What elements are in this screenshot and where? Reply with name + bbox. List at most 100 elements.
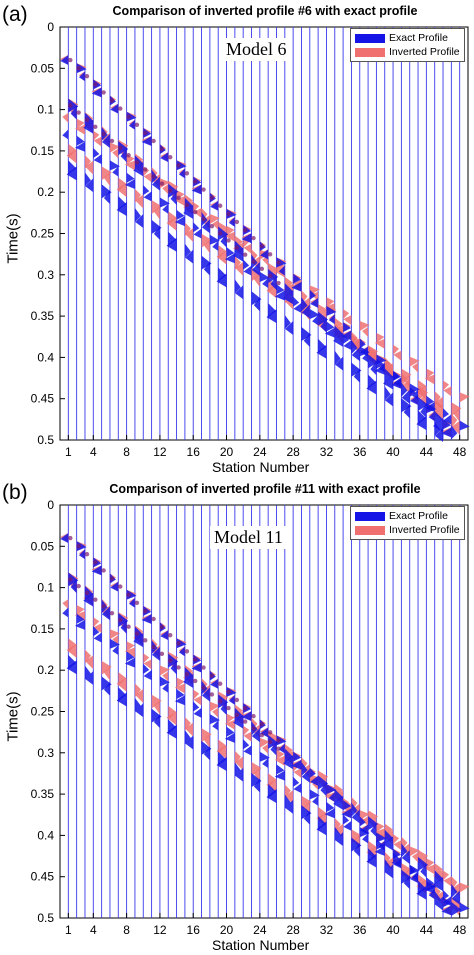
wavelet-mark [224, 719, 235, 730]
overlap-mark [151, 174, 156, 179]
wavelet-mark [76, 135, 85, 146]
wavelet-mark [60, 55, 69, 66]
wavelet-mark [203, 733, 210, 748]
wavelet-mark [309, 309, 320, 320]
wavelet-mark [218, 267, 227, 282]
wavelet-mark [293, 783, 302, 794]
x-tick-label: 32 [320, 445, 334, 459]
wavelet-mark [118, 141, 129, 156]
wavelet-mark [184, 717, 191, 732]
wavelet-mark [112, 635, 119, 646]
wavelet-mark [62, 129, 69, 140]
wavelet-mark [153, 205, 160, 220]
wavelet-mark [301, 326, 312, 341]
y-tick-label: 0.4 [37, 828, 54, 842]
overlap-mark [201, 187, 206, 192]
wavelet-mark [174, 216, 185, 227]
x-tick-label: 36 [353, 445, 367, 459]
wavelet-mark [301, 297, 308, 312]
wavelet-mark [333, 795, 344, 810]
y-tick-label: 0.25 [31, 705, 55, 719]
wavelet-mark [403, 404, 410, 419]
wavelet-mark [359, 827, 370, 838]
wavelet-mark [118, 612, 129, 627]
wavelet-mark [185, 249, 194, 264]
wavelet-mark [70, 105, 77, 120]
overlap-mark [276, 746, 281, 751]
wavelet-mark [162, 682, 169, 693]
wavelet-mark [201, 740, 212, 755]
wavelet-mark [276, 764, 285, 775]
overlap-mark [184, 171, 190, 176]
legend-swatch-inverted [355, 525, 385, 535]
wavelet-mark [284, 794, 291, 809]
wavelet-mark [74, 619, 85, 630]
wavelet-mark [74, 124, 85, 135]
wavelet-mark [376, 832, 387, 843]
wavelet-mark [160, 152, 169, 163]
overlap-mark [84, 117, 90, 122]
wavelet-mark [276, 735, 287, 746]
legend-entry-inverted: Inverted Profile [355, 523, 460, 537]
wavelet-mark [209, 234, 220, 245]
wavelet-mark [251, 773, 262, 788]
x-tick-label: 8 [123, 445, 130, 459]
overlap-mark [93, 82, 98, 87]
overlap-mark [251, 259, 256, 264]
wavelet-mark [326, 305, 337, 316]
wavelet-mark [76, 613, 85, 624]
x-tick-label: 24 [253, 445, 267, 459]
wavelet-mark [343, 800, 352, 811]
wavelet-mark [412, 389, 419, 400]
wavelet-mark [412, 871, 419, 882]
wavelet-mark [251, 728, 260, 743]
overlap-mark [143, 130, 148, 136]
wavelet-mark [328, 792, 335, 803]
wavelet-mark [284, 784, 291, 799]
wavelet-mark [66, 166, 77, 181]
wavelet-mark [103, 681, 110, 696]
wavelet-mark [174, 683, 185, 694]
wavelet-mark [60, 533, 69, 544]
overlap-mark [193, 657, 198, 662]
wavelet-mark [251, 261, 260, 276]
overlap-mark [151, 644, 156, 650]
wavelet-mark [312, 291, 319, 302]
overlap-mark [159, 181, 165, 186]
wavelet-mark [268, 268, 279, 283]
overlap-mark [118, 617, 123, 623]
wavelet-mark [420, 863, 427, 878]
x-axis-label: Station Number [212, 937, 310, 953]
wavelet-mark [310, 775, 319, 786]
wavelet-mark [374, 845, 385, 856]
wavelet-mark [262, 758, 269, 769]
x-tick-label: 12 [153, 923, 167, 937]
wavelet-mark [128, 597, 135, 608]
wavelet-mark [401, 389, 410, 404]
wavelet-mark [274, 755, 285, 766]
wavelet-mark [134, 188, 141, 203]
wavelet-mark [151, 219, 162, 234]
wavelet-mark [159, 197, 170, 208]
wavelet-mark [93, 617, 100, 628]
overlap-mark [176, 641, 181, 646]
wavelet-mark [101, 676, 112, 691]
wavelet-mark [210, 200, 219, 211]
overlap-mark [201, 685, 206, 690]
legend: Exact Profile Inverted Profile [350, 28, 465, 62]
wavelet-mark [83, 592, 94, 607]
wavelet-mark [318, 775, 329, 790]
wavelet-mark [316, 344, 327, 359]
wavelet-mark [93, 147, 100, 158]
wavelet-mark [170, 660, 177, 675]
wavelet-mark [353, 842, 360, 857]
wavelet-mark [174, 695, 185, 706]
wavelet-mark [151, 708, 162, 723]
wavelet-mark [459, 902, 470, 913]
wavelet-mark [124, 647, 135, 658]
overlap-mark [109, 576, 115, 581]
x-tick-label: 1 [65, 923, 72, 937]
wavelet-mark [176, 688, 185, 699]
wavelet-mark [68, 160, 77, 175]
model-annotation: Model 6 [222, 38, 291, 61]
